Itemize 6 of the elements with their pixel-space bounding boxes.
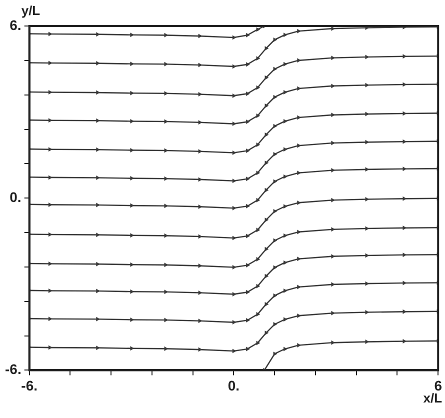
x-tick-label: 0.: [228, 377, 240, 394]
y-tick-label: -6.: [4, 361, 22, 378]
y-tick-label: 6.: [10, 16, 22, 33]
y-axis-title: y/L: [21, 3, 40, 18]
x-tick-label: -6.: [21, 377, 38, 394]
y-tick-label: 0.: [10, 188, 22, 205]
